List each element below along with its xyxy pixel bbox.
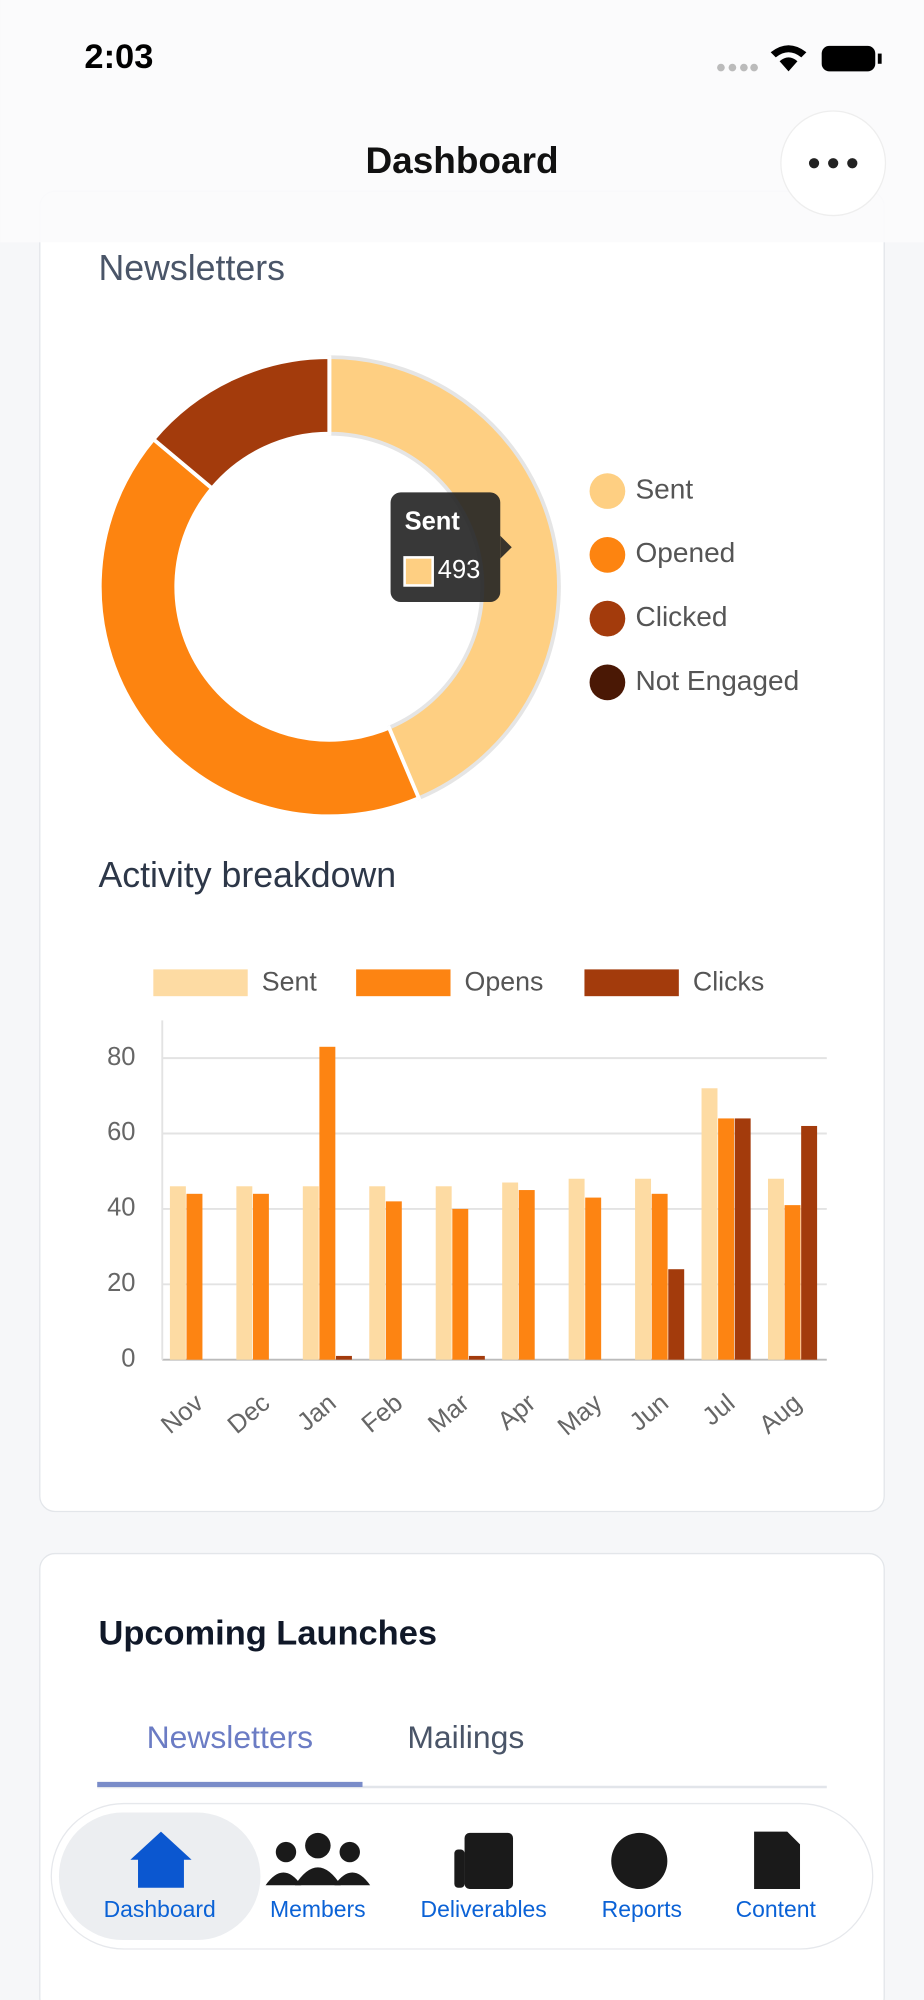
bar	[668, 1269, 685, 1360]
nav-label[interactable]: Content	[736, 1896, 817, 1922]
bar	[385, 1201, 402, 1360]
y-tick-label: 20	[107, 1269, 135, 1297]
legend-swatch	[589, 536, 626, 573]
legend-swatch	[584, 969, 679, 997]
legend-label: Sent	[635, 473, 693, 504]
bar	[236, 1186, 253, 1360]
bar	[518, 1190, 535, 1360]
bar	[784, 1205, 801, 1360]
launches-title: Upcoming Launches	[98, 1614, 437, 1652]
y-tick-label: 0	[121, 1344, 135, 1372]
bar	[651, 1193, 668, 1360]
legend-label: Clicks	[693, 966, 764, 996]
bar	[169, 1186, 186, 1360]
nav-icon	[754, 1831, 801, 1890]
tooltip-title: Sent	[405, 508, 461, 536]
bar	[767, 1178, 784, 1360]
bar	[701, 1088, 718, 1360]
nav-label[interactable]: Deliverables	[421, 1896, 547, 1922]
bar	[502, 1182, 519, 1360]
legend-swatch	[589, 664, 626, 701]
nav-icon	[265, 1832, 371, 1886]
tooltip-swatch	[403, 556, 434, 587]
bar	[369, 1186, 386, 1360]
y-tick-label: 60	[107, 1118, 135, 1146]
nav-icon	[454, 1832, 514, 1890]
bar	[435, 1186, 452, 1360]
more-button[interactable]	[780, 110, 887, 217]
y-tick-label: 80	[107, 1043, 135, 1071]
section-title: Activity breakdown	[98, 855, 396, 895]
legend-swatch	[589, 600, 626, 637]
nav-icon	[611, 1832, 668, 1890]
bar	[319, 1046, 336, 1360]
legend-label: Opens	[465, 966, 544, 996]
legend-swatch	[356, 969, 451, 997]
legend-label: Sent	[262, 966, 318, 996]
nav-label[interactable]: Members	[270, 1896, 366, 1922]
bar	[801, 1125, 818, 1360]
bar	[635, 1178, 652, 1360]
status-time: 2:03	[84, 38, 153, 76]
bar	[718, 1118, 735, 1360]
legend-label: Not Engaged	[635, 665, 799, 696]
legend-label: Opened	[635, 537, 735, 568]
legend-swatch	[153, 969, 248, 997]
bar	[302, 1186, 319, 1360]
page-title: Dashboard	[365, 140, 558, 181]
bar	[585, 1197, 602, 1360]
nav-label[interactable]: Reports	[602, 1896, 682, 1922]
bar	[186, 1193, 203, 1360]
tab[interactable]: Newsletters	[147, 1719, 314, 1755]
header-bar	[0, 0, 924, 243]
bar	[335, 1355, 352, 1360]
tooltip-arrow	[500, 535, 512, 559]
legend-label: Clicked	[635, 601, 727, 632]
y-tick-label: 40	[107, 1194, 135, 1222]
legend-swatch	[589, 473, 626, 509]
nav-label[interactable]: Dashboard	[104, 1896, 216, 1922]
status-icons	[717, 45, 882, 72]
tab[interactable]: Mailings	[407, 1719, 524, 1755]
bar	[452, 1208, 469, 1360]
tooltip-value: 493	[438, 556, 481, 584]
section-title: Newsletters	[98, 248, 285, 288]
donut-segment	[97, 436, 422, 819]
bar	[568, 1178, 585, 1360]
bar	[468, 1355, 485, 1360]
bar	[734, 1118, 751, 1360]
bar	[252, 1193, 269, 1360]
